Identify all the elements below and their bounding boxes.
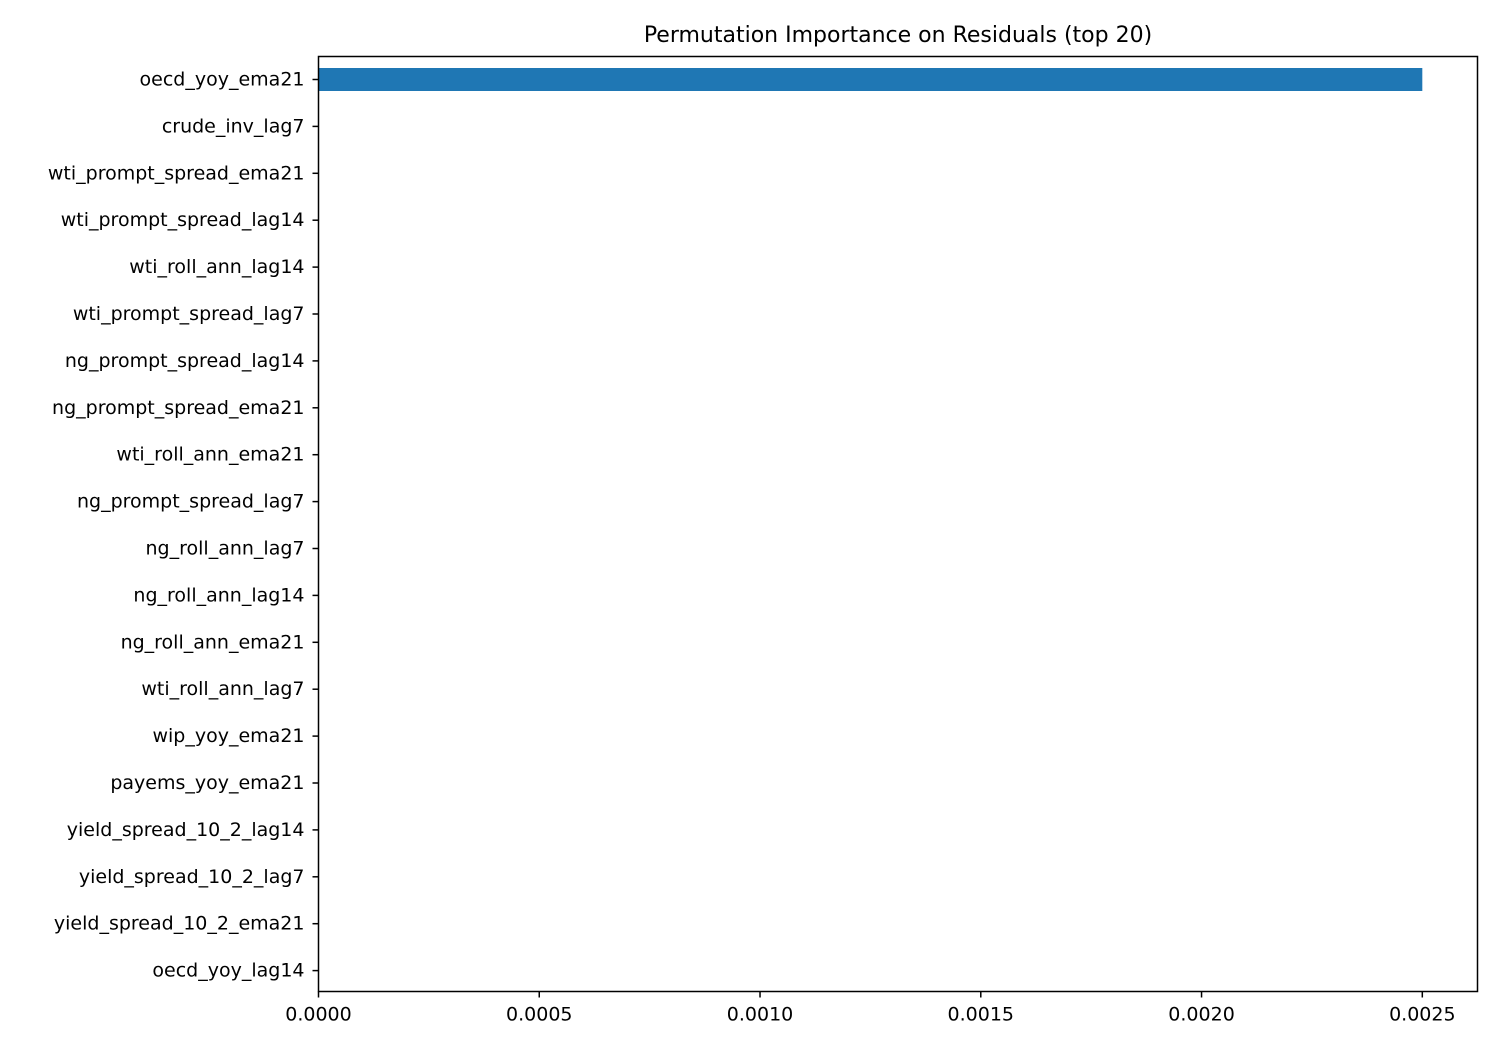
y-tick-label: ng_roll_ann_lag7 xyxy=(146,538,305,560)
y-tick-label: wti_roll_ann_lag14 xyxy=(129,256,304,278)
y-axis: oecd_yoy_ema21 crude_inv_lag7 wti_prompt_s… xyxy=(48,69,319,982)
y-tick-label: wti_prompt_spread_lag14 xyxy=(61,209,305,231)
y-tick-label: ng_roll_ann_ema21 xyxy=(121,631,305,653)
y-tick-label: wti_roll_ann_ema21 xyxy=(116,444,304,466)
y-tick-label: wti_prompt_spread_ema21 xyxy=(48,162,305,184)
y-tick-label: payems_yoy_ema21 xyxy=(110,772,304,794)
y-tick-label: ng_prompt_spread_ema21 xyxy=(52,397,304,419)
x-tick-label: 0.0000 xyxy=(285,1004,351,1026)
y-tick-label: wti_roll_ann_lag7 xyxy=(141,678,304,700)
y-tick-label: wti_prompt_spread_lag7 xyxy=(73,303,305,325)
x-axis: 0.0000 0.0005 0.0010 0.0015 0.0020 0.0025 xyxy=(285,991,1456,1026)
x-tick-label: 0.0005 xyxy=(506,1004,572,1026)
y-tick-label: ng_prompt_spread_lag14 xyxy=(65,350,305,372)
y-tick-label: oecd_yoy_ema21 xyxy=(140,69,305,91)
plot-area-frame xyxy=(317,55,1479,993)
y-tick-label: yield_spread_10_2_lag7 xyxy=(79,866,305,888)
y-tick-label: ng_roll_ann_lag14 xyxy=(133,584,304,606)
y-tick-label: yield_spread_10_2_lag14 xyxy=(67,819,305,841)
chart-title: Permutation Importance on Residuals (top… xyxy=(644,23,1152,48)
y-tick-label: crude_inv_lag7 xyxy=(162,115,305,137)
bars-layer xyxy=(318,68,1423,91)
x-tick-label: 0.0025 xyxy=(1389,1004,1455,1026)
bar-oecd_yoy_ema21 xyxy=(318,68,1423,91)
x-tick-label: 0.0010 xyxy=(727,1004,793,1026)
y-tick-label: wip_yoy_ema21 xyxy=(152,725,304,747)
y-tick-label: ng_prompt_spread_lag7 xyxy=(77,491,305,513)
y-tick-label: yield_spread_10_2_ema21 xyxy=(54,913,305,935)
x-tick-label: 0.0015 xyxy=(948,1004,1014,1026)
y-tick-label: oecd_yoy_lag14 xyxy=(152,960,304,982)
x-tick-label: 0.0020 xyxy=(1168,1004,1234,1026)
